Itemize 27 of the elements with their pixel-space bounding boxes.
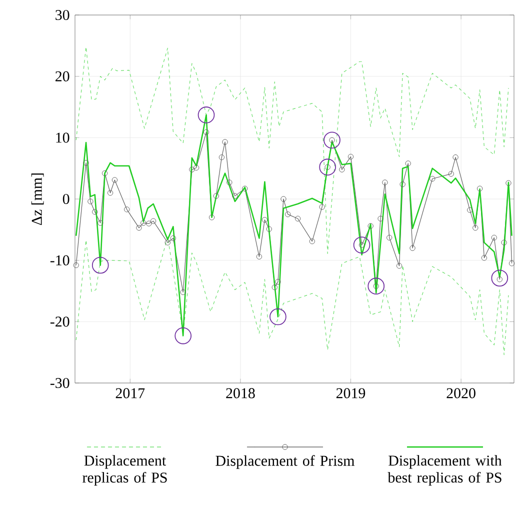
point bbox=[198, 106, 215, 124]
y-tick-label: 10 bbox=[56, 132, 70, 143]
point bbox=[324, 132, 340, 149]
y-tick-label: -10 bbox=[50, 255, 70, 266]
y-tick-label: -20 bbox=[50, 316, 70, 327]
point bbox=[368, 278, 385, 295]
x-tick-label: 2019 bbox=[336, 388, 366, 398]
line-series bbox=[76, 46, 509, 254]
point bbox=[92, 256, 109, 274]
point bbox=[270, 308, 286, 326]
y-axis-title: Δz [mm] bbox=[31, 174, 44, 226]
x-tick-label: 2017 bbox=[116, 388, 145, 398]
legend-label: Displacement of Prism bbox=[216, 455, 355, 469]
y-tick-label: 30 bbox=[56, 10, 70, 20]
line-series bbox=[75, 114, 512, 336]
y-tick-label: 0 bbox=[62, 194, 70, 204]
legend-label: Displacement with best replicas of PS bbox=[388, 455, 502, 486]
y-tick-label: 20 bbox=[56, 71, 70, 82]
point bbox=[174, 327, 192, 344]
line-series bbox=[76, 236, 509, 356]
point bbox=[353, 236, 370, 254]
y-tick-label: -30 bbox=[50, 378, 70, 388]
point bbox=[491, 270, 508, 287]
x-tick-label: 2020 bbox=[446, 388, 476, 398]
x-tick-label: 2018 bbox=[226, 388, 255, 398]
legend-label: Displacement replicas of PS bbox=[82, 455, 167, 486]
point bbox=[319, 158, 336, 176]
